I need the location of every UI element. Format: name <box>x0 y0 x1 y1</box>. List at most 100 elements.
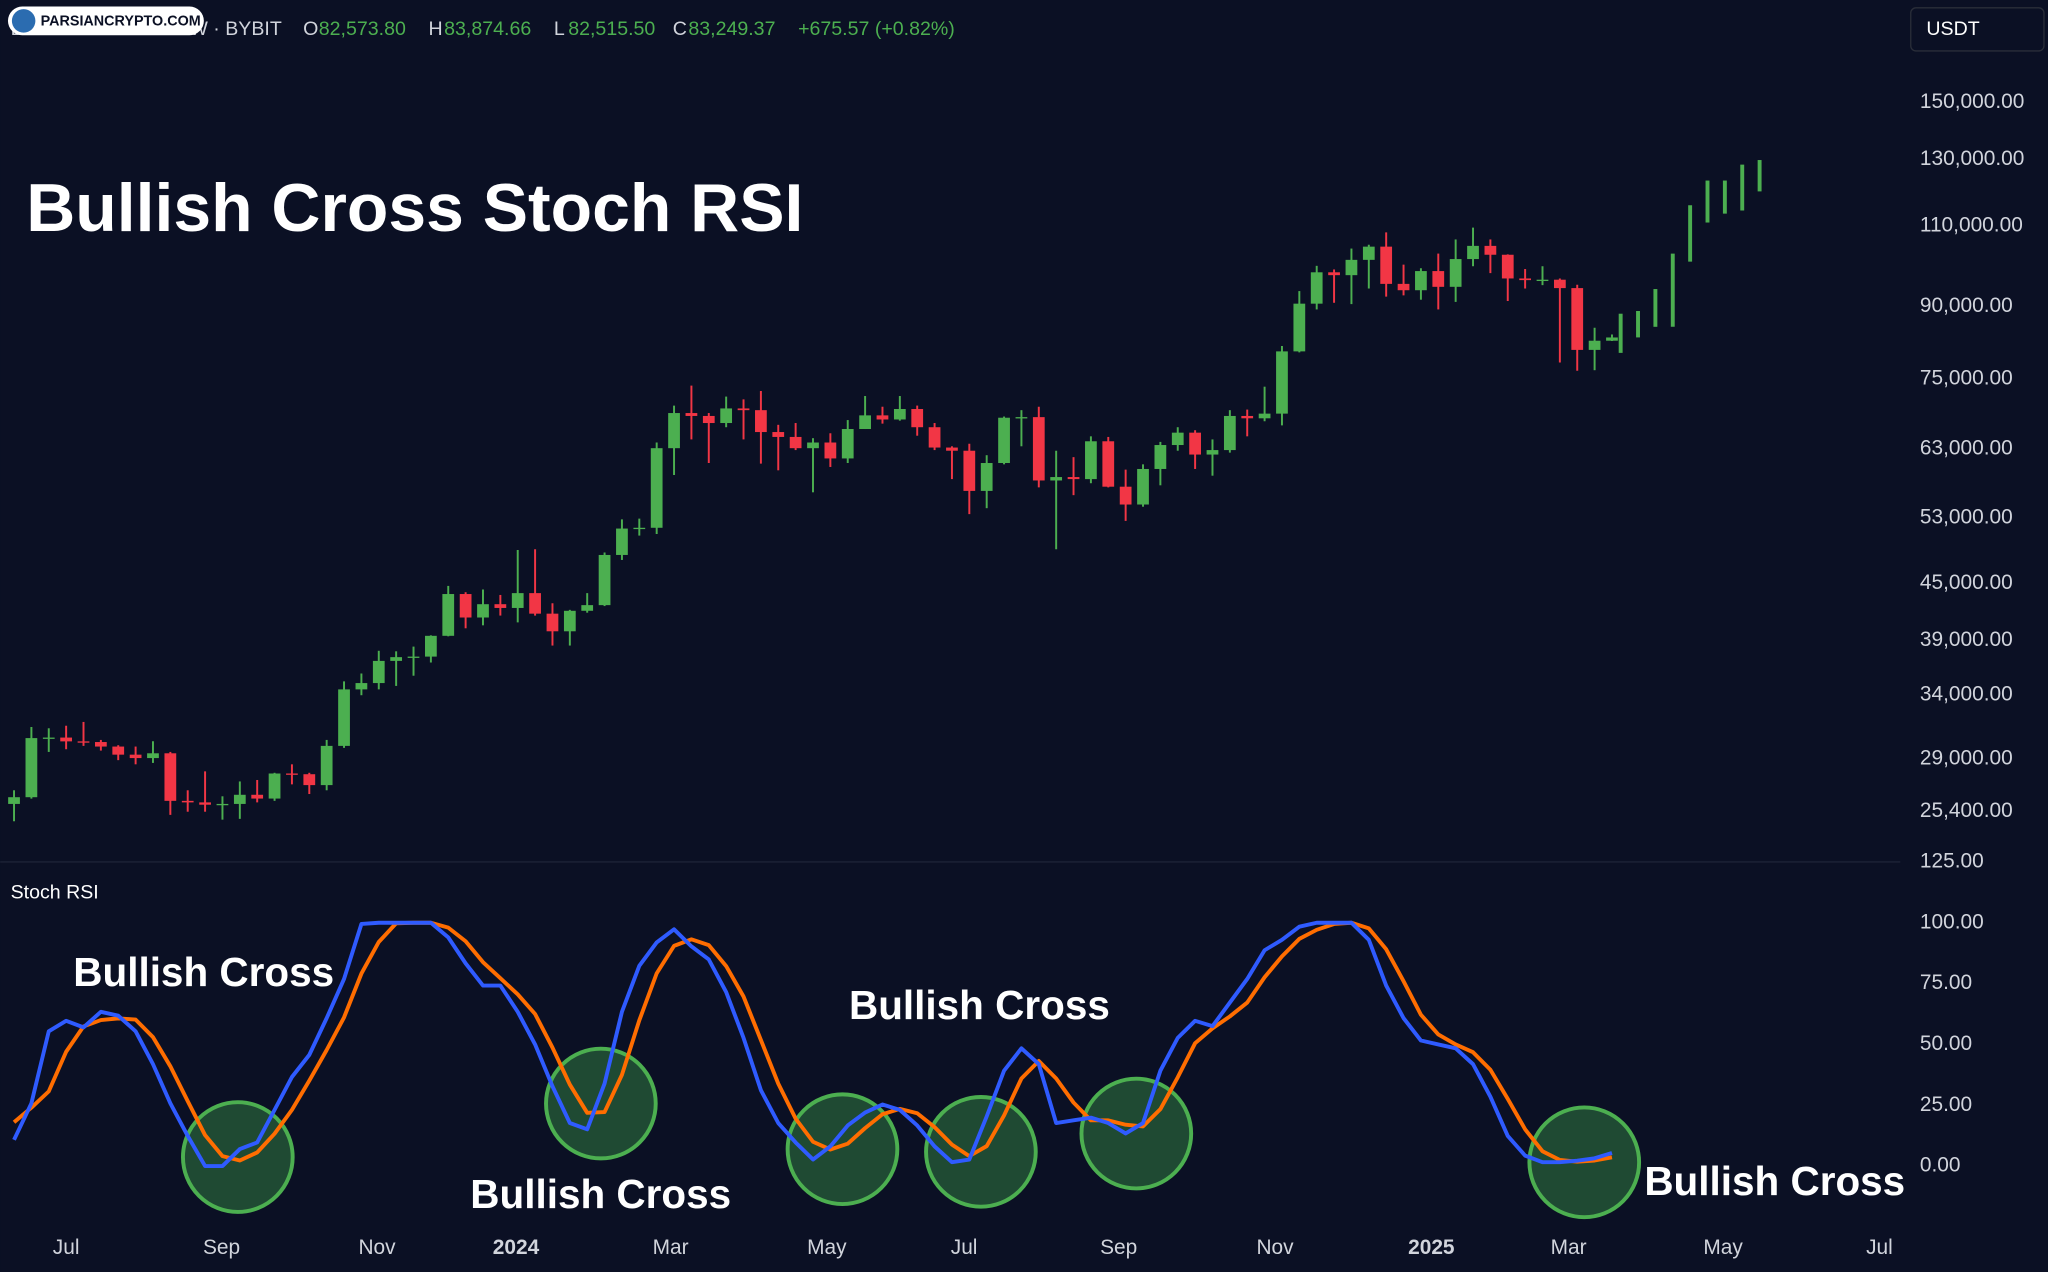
candle-body <box>216 803 229 806</box>
candle-body <box>685 413 698 416</box>
ohlc-label: O <box>303 18 318 40</box>
candle-body <box>286 773 298 775</box>
candle-body <box>1050 477 1063 481</box>
candle-body <box>1102 441 1115 487</box>
currency-button-bg[interactable] <box>1910 7 2045 52</box>
candle-body <box>390 657 403 661</box>
candle-body <box>529 593 541 614</box>
candle-body <box>1119 486 1132 505</box>
candle-body <box>998 417 1010 464</box>
ohlc-value: 83,249.37 <box>688 18 775 40</box>
candle-body <box>1415 271 1427 291</box>
x-tick-label: 2024 <box>493 1236 540 1259</box>
candle-body <box>1606 337 1618 341</box>
x-tick-label: Nov <box>1256 1236 1294 1259</box>
candle-body <box>841 429 854 459</box>
candle-body <box>581 605 594 611</box>
y-tick-label: 45,000.00 <box>1920 571 2013 594</box>
watermark: PARSIANCRYPTO.COM <box>41 13 201 29</box>
candle-body <box>650 448 663 528</box>
candle-body <box>1310 272 1323 304</box>
annotation: Bullish Cross <box>1644 1158 1905 1204</box>
candle-body <box>338 689 350 746</box>
candle-body <box>407 656 420 658</box>
candle-body <box>42 737 55 739</box>
candle-body <box>459 594 472 618</box>
candle-body <box>893 409 906 420</box>
x-tick-label: May <box>807 1236 847 1259</box>
candle-body <box>616 528 628 555</box>
y-tick-label: 110,000.00 <box>1920 214 2023 237</box>
candle-body <box>1293 303 1306 352</box>
ohlc-value: 83,874.66 <box>444 18 531 40</box>
candle-body <box>928 427 941 448</box>
candle-body <box>633 527 646 530</box>
candle-body <box>598 554 611 606</box>
candle-body <box>1484 245 1497 255</box>
candle-body <box>1536 279 1549 282</box>
candle-body <box>1032 417 1045 481</box>
candle-body <box>1241 415 1254 419</box>
candle-body <box>1588 340 1601 350</box>
candle-body <box>876 415 889 420</box>
candle-body <box>60 737 73 742</box>
x-tick-label: Jul <box>53 1236 80 1259</box>
y-tick-label: 125.00 <box>1920 849 1984 872</box>
x-tick-label: Jul <box>1866 1236 1893 1259</box>
candle-body <box>1189 432 1201 455</box>
x-tick-label: Jul <box>951 1236 978 1259</box>
candle-body <box>737 408 750 411</box>
candle-body <box>164 753 177 801</box>
badge-bg <box>7 6 204 36</box>
candle-body <box>807 442 819 449</box>
candle-body <box>77 741 90 743</box>
candle-body <box>268 773 281 799</box>
badge-icon <box>11 9 36 33</box>
highlight-circle <box>1079 1076 1194 1191</box>
y-tick-label: 34,000.00 <box>1920 683 2013 706</box>
candle-body <box>1380 246 1393 284</box>
candle-body <box>1067 477 1080 480</box>
highlight-circle <box>924 1095 1038 1209</box>
y-tick-label: 75.00 <box>1920 971 1972 994</box>
candle-body <box>1397 283 1410 291</box>
x-tick-label: May <box>1703 1236 1743 1259</box>
candle-body <box>320 745 333 786</box>
candle-body <box>668 413 680 449</box>
candle-body <box>1276 351 1288 414</box>
candle-body <box>963 450 976 491</box>
y-tick-label: 39,000.00 <box>1920 628 2013 651</box>
y-tick-label: 75,000.00 <box>1920 367 2013 390</box>
candle-body <box>546 613 559 632</box>
ohlc-value: 82,573.80 <box>319 18 406 40</box>
candle-body <box>425 635 437 657</box>
candle-body <box>911 409 924 428</box>
y-tick-label: 29,000.00 <box>1920 746 2013 769</box>
candle-body <box>355 683 368 690</box>
stoch-line <box>12 920 1613 1169</box>
candle-body <box>1223 415 1236 451</box>
candle-body <box>233 794 246 804</box>
candle-body <box>1137 468 1149 505</box>
y-tick-label: 63,000.00 <box>1920 436 2013 459</box>
candle-body <box>147 753 159 759</box>
annotation: Bullish Cross <box>849 982 1110 1028</box>
watermark-badge: PARSIANCRYPTO.COM <box>7 6 204 36</box>
candle-body <box>303 774 316 786</box>
candle-body <box>1362 246 1375 260</box>
ohlc-label: H <box>428 18 442 40</box>
currency-label[interactable]: USDT <box>1926 18 1979 40</box>
candle-body <box>755 410 767 433</box>
candle-body <box>511 593 524 608</box>
y-tick-label: 50.00 <box>1920 1032 1972 1055</box>
candle-body <box>1467 245 1479 260</box>
candle-body <box>8 797 20 804</box>
currency-button[interactable]: USDT <box>1910 7 2045 52</box>
candle-body <box>772 432 785 437</box>
candle-body <box>1328 272 1340 276</box>
y-tick-label: 0.00 <box>1920 1154 1961 1177</box>
candle-body <box>702 415 715 424</box>
candle-body <box>720 408 733 424</box>
candle-body <box>494 604 507 608</box>
x-tick-label: Sep <box>203 1236 240 1259</box>
